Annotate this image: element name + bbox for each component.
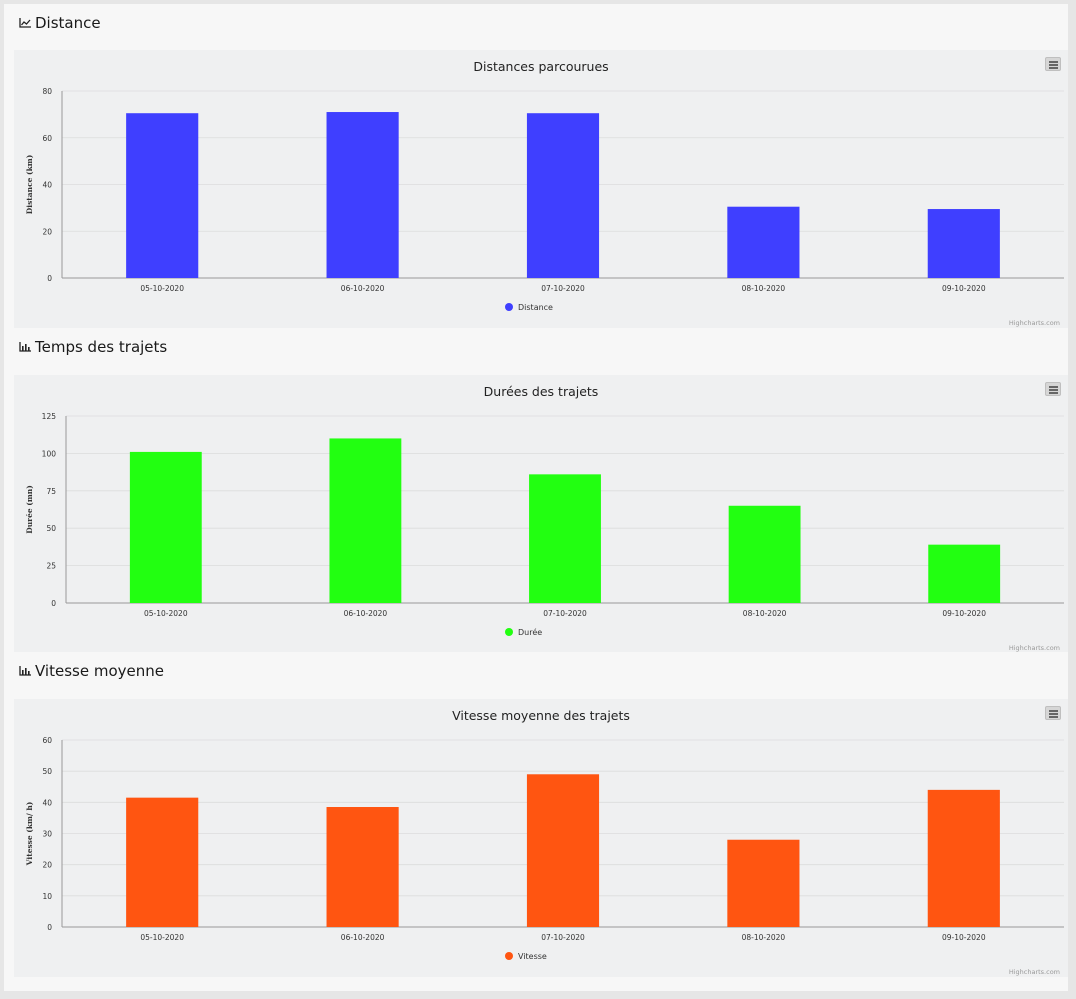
- y-tick-label: 80: [42, 87, 52, 96]
- y-tick-label: 20: [42, 227, 52, 236]
- bar[interactable]: [526, 774, 600, 927]
- y-tick-label: 25: [46, 562, 56, 571]
- legend-item[interactable]: Durée: [505, 627, 542, 637]
- bar[interactable]: [329, 438, 402, 603]
- highcharts-credits[interactable]: Highcharts.com: [1008, 644, 1060, 652]
- x-tick-label: 09-10-2020: [942, 609, 986, 618]
- y-tick-label: 60: [42, 134, 52, 143]
- bar[interactable]: [728, 505, 801, 603]
- x-tick-label: 05-10-2020: [140, 284, 184, 293]
- legend-item[interactable]: Vitesse: [505, 952, 547, 961]
- bar[interactable]: [727, 206, 800, 278]
- y-tick-label: 60: [42, 736, 52, 745]
- y-tick-label: 40: [42, 181, 52, 190]
- x-tick-label: 07-10-2020: [543, 609, 587, 618]
- section-header-vitesse: Vitesse moyenne: [4, 652, 1068, 692]
- chart-distance: Distances parcourues 0 20 40 60 80 Distance (k…: [25, 59, 1064, 312]
- x-tick-label: 09-10-2020: [942, 284, 986, 293]
- y-tick-label: 100: [42, 449, 57, 458]
- chart-vitesse: Vitesse moyenne des trajets 0 10 20 30 40 50 60…: [25, 708, 1064, 961]
- x-tick-label: 07-10-2020: [541, 284, 585, 293]
- section-title-text: Distance: [35, 14, 101, 32]
- chart-menu-button[interactable]: [1045, 382, 1061, 396]
- highcharts-credits[interactable]: Highcharts.com: [1008, 968, 1060, 976]
- x-tick-label: 05-10-2020: [144, 609, 188, 618]
- chart-panel-temps: Durées des trajets 0 25 50 75 100 125 Durée (mn…: [14, 375, 1068, 653]
- y-tick-label: 0: [47, 274, 52, 283]
- legend-label: Distance: [518, 303, 553, 312]
- x-tick-label: 06-10-2020: [341, 284, 385, 293]
- dashboard: Distance Distances parcourues 0 20 40 60 80 Di…: [4, 4, 1068, 991]
- bar[interactable]: [126, 797, 199, 927]
- legend-marker: [505, 628, 513, 636]
- x-tick-label: 07-10-2020: [541, 933, 585, 942]
- section-title-text: Temps des trajets: [35, 338, 168, 356]
- x-tick-label: 06-10-2020: [341, 933, 385, 942]
- bar[interactable]: [529, 474, 601, 603]
- chart-menu-button[interactable]: [1045, 706, 1061, 720]
- area-chart-icon: [19, 18, 31, 28]
- legend-marker: [505, 952, 513, 960]
- section-title-text: Vitesse moyenne: [35, 662, 164, 680]
- bar[interactable]: [927, 209, 1000, 278]
- highcharts-credits[interactable]: Highcharts.com: [1008, 319, 1060, 327]
- x-tick-label: 09-10-2020: [942, 933, 986, 942]
- legend-label: Vitesse: [518, 952, 547, 961]
- y-axis-title: Durée (mn): [25, 485, 34, 534]
- chart-menu-button[interactable]: [1045, 57, 1061, 71]
- y-tick-label: 30: [42, 830, 52, 839]
- x-tick-label: 08-10-2020: [742, 284, 786, 293]
- bar[interactable]: [928, 544, 1001, 603]
- chart-title: Vitesse moyenne des trajets: [452, 708, 630, 723]
- chart-panel-vitesse: Vitesse moyenne des trajets 0 10 20 30 40 50 60…: [14, 699, 1068, 977]
- y-tick-label: 50: [42, 767, 52, 776]
- section-header-temps: Temps des trajets: [4, 328, 1068, 368]
- y-tick-label: 50: [46, 524, 56, 533]
- x-tick-label: 05-10-2020: [140, 933, 184, 942]
- bar[interactable]: [326, 807, 399, 927]
- legend-item[interactable]: Distance: [505, 303, 553, 312]
- bar-chart-icon: [19, 342, 31, 352]
- legend-marker: [505, 303, 513, 311]
- x-tick-label: 08-10-2020: [743, 609, 787, 618]
- y-tick-label: 125: [42, 412, 57, 421]
- bar[interactable]: [126, 113, 199, 278]
- chart-title: Distances parcourues: [473, 59, 608, 74]
- bar[interactable]: [727, 839, 800, 927]
- x-tick-label: 08-10-2020: [742, 933, 786, 942]
- y-tick-label: 75: [46, 487, 56, 496]
- bar[interactable]: [526, 113, 600, 278]
- y-tick-label: 10: [42, 892, 52, 901]
- section-header-distance: Distance: [4, 4, 1068, 44]
- chart-panel-distance: Distances parcourues 0 20 40 60 80 Distance (k…: [14, 50, 1068, 328]
- y-tick-label: 20: [42, 861, 52, 870]
- bar-chart-icon: [19, 666, 31, 676]
- bar[interactable]: [129, 451, 202, 603]
- y-tick-label: 40: [42, 798, 52, 807]
- bar[interactable]: [326, 112, 399, 278]
- chart-title: Durées des trajets: [484, 384, 599, 399]
- y-tick-label: 0: [51, 599, 56, 608]
- bar[interactable]: [927, 789, 1000, 927]
- legend-label: Durée: [518, 627, 542, 637]
- x-tick-label: 06-10-2020: [344, 609, 388, 618]
- y-tick-label: 0: [47, 923, 52, 932]
- chart-duree: Durées des trajets 0 25 50 75 100 125 Durée (mn…: [25, 384, 1064, 637]
- y-axis-title: Vitesse (km/ h): [25, 802, 34, 867]
- y-axis-title: Distance (km): [25, 155, 34, 215]
